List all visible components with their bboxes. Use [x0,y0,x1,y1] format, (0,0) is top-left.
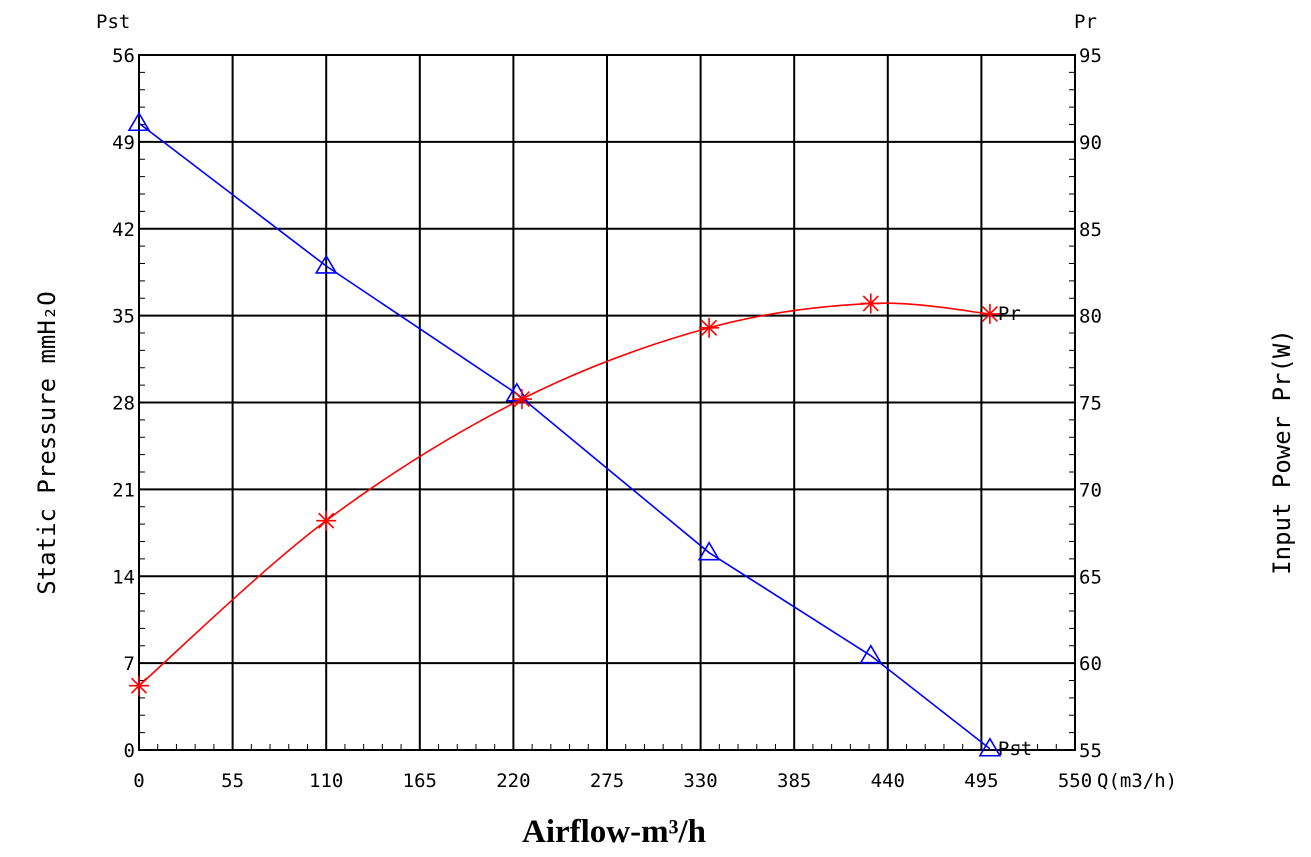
data-point-pr [511,389,532,410]
left-tick-label: 56 [112,45,135,67]
series-layer: Pst Pr [127,111,1032,760]
right-tick-label: 70 [1079,479,1102,501]
x-tick-label: 330 [683,770,717,792]
right-axis-symbol: Pr [1074,11,1097,33]
marker-stroke [513,390,530,408]
right-tick-label: 85 [1079,219,1102,241]
data-point-pst [859,644,883,664]
x-axis-unit-label: Q(m3/h) [1097,770,1177,792]
right-tick-label: 80 [1079,306,1102,328]
marker-stroke [318,512,335,529]
left-axis-symbol: Pst [96,11,130,33]
left-tick-label: 28 [112,393,135,415]
series-pst: Pst [127,111,1032,760]
x-tick-label: 495 [964,770,998,792]
data-point-pst [697,541,721,561]
data-point-pr [979,303,1000,324]
right-tick-label: 95 [1079,45,1102,67]
x-tick-label: 275 [590,770,624,792]
left-tick-label: 14 [112,566,135,588]
x-tick-label: 55 [221,770,244,792]
data-point-pst [127,111,151,132]
data-point-pst [978,737,1002,757]
left-tick-label: 49 [112,132,135,154]
x-tick-label: 220 [496,770,530,792]
series-end-label-pr: Pr [998,303,1021,325]
marker-stroke [130,677,148,694]
series-pr: Pr [129,293,1021,696]
x-tick-label: 385 [777,770,811,792]
x-tick-label: 550 [1058,770,1092,792]
right-axis-title: Input Power Pr(W) [1268,329,1296,575]
right-tick-labels: 55 60 65 70 75 80 85 90 95 [1079,45,1102,762]
left-tick-label: 42 [112,219,135,241]
x-axis-title: Airflow-m³/h [522,814,706,850]
series-line-pst [138,122,991,750]
marker-stroke [862,295,879,312]
marker-stroke [981,305,998,322]
data-point-pr [860,293,881,314]
right-tick-label: 55 [1079,740,1102,762]
x-tick-label: 0 [133,770,144,792]
series-line-pr [138,302,990,687]
data-point-pr [316,510,337,531]
left-tick-labels: 0 7 14 21 28 35 42 49 56 [112,45,135,762]
right-tick-label: 60 [1079,653,1102,675]
x-tick-label: 165 [403,770,437,792]
left-tick-label: 35 [112,306,135,328]
plot-frame [138,54,1076,751]
marker-stroke [701,319,718,336]
x-tick-label: 440 [871,770,905,792]
series-end-label-pst: Pst [998,738,1032,760]
x-tick-labels: 0 55 110 165 220 275 330 385 440 495 550 [133,770,1092,792]
left-tick-label: 7 [124,653,135,675]
left-axis-title: Static Pressure mmH₂O [33,291,61,594]
right-tick-label: 90 [1079,132,1102,154]
left-tick-label: 21 [112,479,135,501]
right-tick-label: 65 [1079,566,1102,588]
data-point-pr [699,317,720,338]
left-tick-label: 0 [124,740,135,762]
data-point-pst [314,254,338,274]
data-point-pr [129,675,149,696]
right-tick-label: 75 [1079,393,1102,415]
x-tick-label: 110 [309,770,343,792]
grid [139,55,1075,750]
